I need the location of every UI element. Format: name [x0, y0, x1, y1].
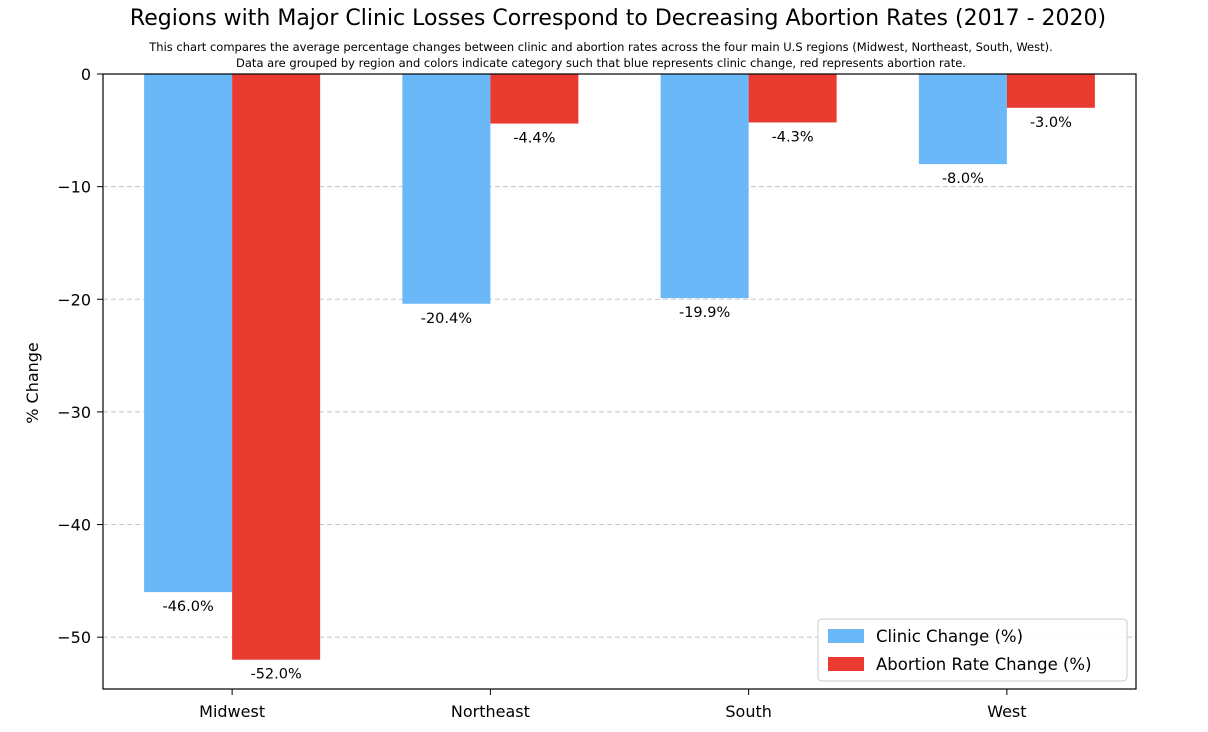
plot-area-frame — [102, 73, 1137, 690]
y-tick-label: −40 — [57, 516, 91, 535]
bar — [918, 74, 1007, 165]
y-tick-label: 0 — [81, 65, 91, 84]
chart-title: Regions with Major Clinic Losses Corresp… — [129, 6, 1107, 31]
bar — [232, 74, 321, 660]
legend-entry-label: Clinic Change (%) — [876, 627, 1023, 646]
legend: Clinic Change (%) Abortion Rate Change (%… — [817, 618, 1128, 682]
data-labels: -46.0% -52.0% -20.4% -4.4% -19.9% -4.3% -8.0% -… — [162, 115, 1071, 683]
x-tick-label: South — [725, 702, 772, 721]
chart-subtitle-line-2: Data are grouped by region and colors in… — [236, 56, 966, 70]
bar — [144, 74, 233, 593]
bar — [748, 74, 837, 123]
y-tick-label: −30 — [57, 403, 91, 422]
data-label: -52.0% — [250, 667, 301, 683]
bar — [660, 74, 749, 299]
data-label: -3.0% — [1030, 115, 1072, 131]
data-label: -46.0% — [162, 599, 213, 615]
axes: 0 −10 −20 −30 −40 −50 Midwest Northeast South Wes… — [57, 65, 1026, 721]
x-tick-label: Midwest — [199, 702, 265, 721]
bars — [144, 74, 1095, 660]
bar — [490, 74, 579, 124]
bar — [402, 74, 491, 304]
data-label: -20.4% — [421, 311, 472, 327]
x-tick-label: Northeast — [451, 702, 530, 721]
y-tick-label: −20 — [57, 290, 91, 309]
data-label: -8.0% — [942, 171, 984, 187]
bar — [1006, 74, 1095, 108]
y-axis-label: % Change — [23, 342, 42, 424]
chart-subtitle-line-1: This chart compares the average percenta… — [149, 40, 1053, 54]
x-tick-label: West — [987, 702, 1026, 721]
legend-entry-label: Abortion Rate Change (%) — [876, 655, 1092, 674]
data-label: -4.4% — [513, 131, 555, 147]
legend-box — [817, 618, 1128, 682]
data-label: -4.3% — [772, 129, 814, 145]
data-label: -19.9% — [679, 305, 730, 321]
y-tick-label: −10 — [57, 178, 91, 197]
legend-swatch — [828, 629, 864, 643]
y-tick-label: −50 — [57, 628, 91, 647]
legend-swatch — [828, 657, 864, 671]
